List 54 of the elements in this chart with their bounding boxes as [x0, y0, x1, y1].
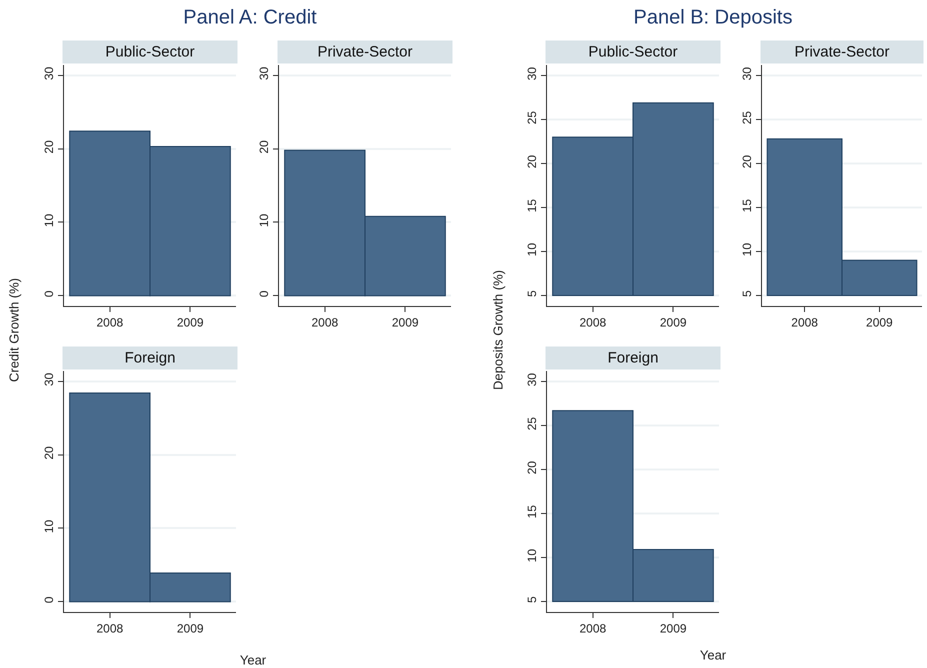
x-tick-label: 2008 — [579, 621, 606, 636]
chart-title: Panel A: Credit — [183, 6, 317, 30]
y-tick-label: 10 — [525, 548, 540, 562]
y-tick-label: 5 — [525, 290, 540, 297]
y-tick-label: 0 — [42, 290, 56, 298]
y-tick-label: 30 — [42, 66, 56, 80]
chart-subtitle: Private-Sector — [317, 44, 413, 60]
y-tick-label: 20 — [740, 154, 754, 168]
y-tick-label: 20 — [525, 460, 540, 474]
chart-subtitle: Private-Sector — [794, 44, 890, 60]
y-tick-label: 20 — [42, 446, 56, 460]
y-tick-label: 20 — [257, 140, 272, 154]
y-tick-label: 30 — [42, 372, 56, 386]
x-tick-label: 2009 — [392, 315, 419, 330]
y-tick-label: 25 — [525, 110, 540, 124]
y-tick-label: 0 — [42, 596, 56, 604]
y-tick-label: 25 — [525, 416, 540, 430]
chart-subtitle: Foreign — [124, 350, 176, 366]
y-axis-title: Deposits Growth (%) — [490, 270, 506, 390]
x-tick-label: 2008 — [579, 315, 606, 330]
y-axis-title: Credit Growth (%) — [6, 278, 22, 382]
y-tick-label: 0 — [257, 290, 272, 298]
y-tick-label: 30 — [525, 372, 540, 386]
x-tick-label: 2008 — [96, 315, 124, 330]
chart-subtitle: Public-Sector — [588, 44, 678, 60]
x-tick-label: 2009 — [176, 621, 204, 636]
y-tick-label: 15 — [525, 198, 540, 212]
y-tick-label: 10 — [740, 242, 754, 256]
x-tick-label: 2009 — [660, 621, 687, 636]
y-tick-label: 30 — [740, 66, 754, 80]
chart-subtitle: Public-Sector — [105, 44, 195, 60]
y-tick-label: 10 — [42, 213, 56, 228]
y-tick-label: 5 — [740, 290, 754, 297]
y-tick-label: 10 — [525, 242, 540, 256]
y-tick-label: 30 — [525, 66, 540, 80]
x-tick-label: 2008 — [311, 315, 338, 330]
y-tick-label: 15 — [740, 198, 754, 212]
x-tick-label: 2008 — [791, 315, 818, 330]
x-tick-label: 2009 — [176, 315, 204, 330]
y-tick-label: 5 — [525, 596, 540, 603]
x-axis-title: Year — [240, 652, 266, 668]
y-tick-label: 25 — [740, 110, 754, 124]
y-tick-label: 15 — [525, 504, 540, 518]
x-tick-label: 2009 — [866, 315, 894, 330]
chart-title: Panel B: Deposits — [634, 6, 792, 30]
y-tick-label: 10 — [42, 519, 56, 534]
y-tick-label: 20 — [42, 140, 56, 154]
x-axis-title: Year — [700, 648, 726, 662]
chart-subtitle: Foreign — [608, 350, 658, 366]
y-tick-label: 30 — [257, 66, 272, 80]
y-tick-label: 10 — [257, 213, 272, 228]
x-tick-label: 2008 — [96, 621, 124, 636]
x-tick-label: 2009 — [660, 315, 687, 330]
y-tick-label: 20 — [525, 154, 540, 168]
